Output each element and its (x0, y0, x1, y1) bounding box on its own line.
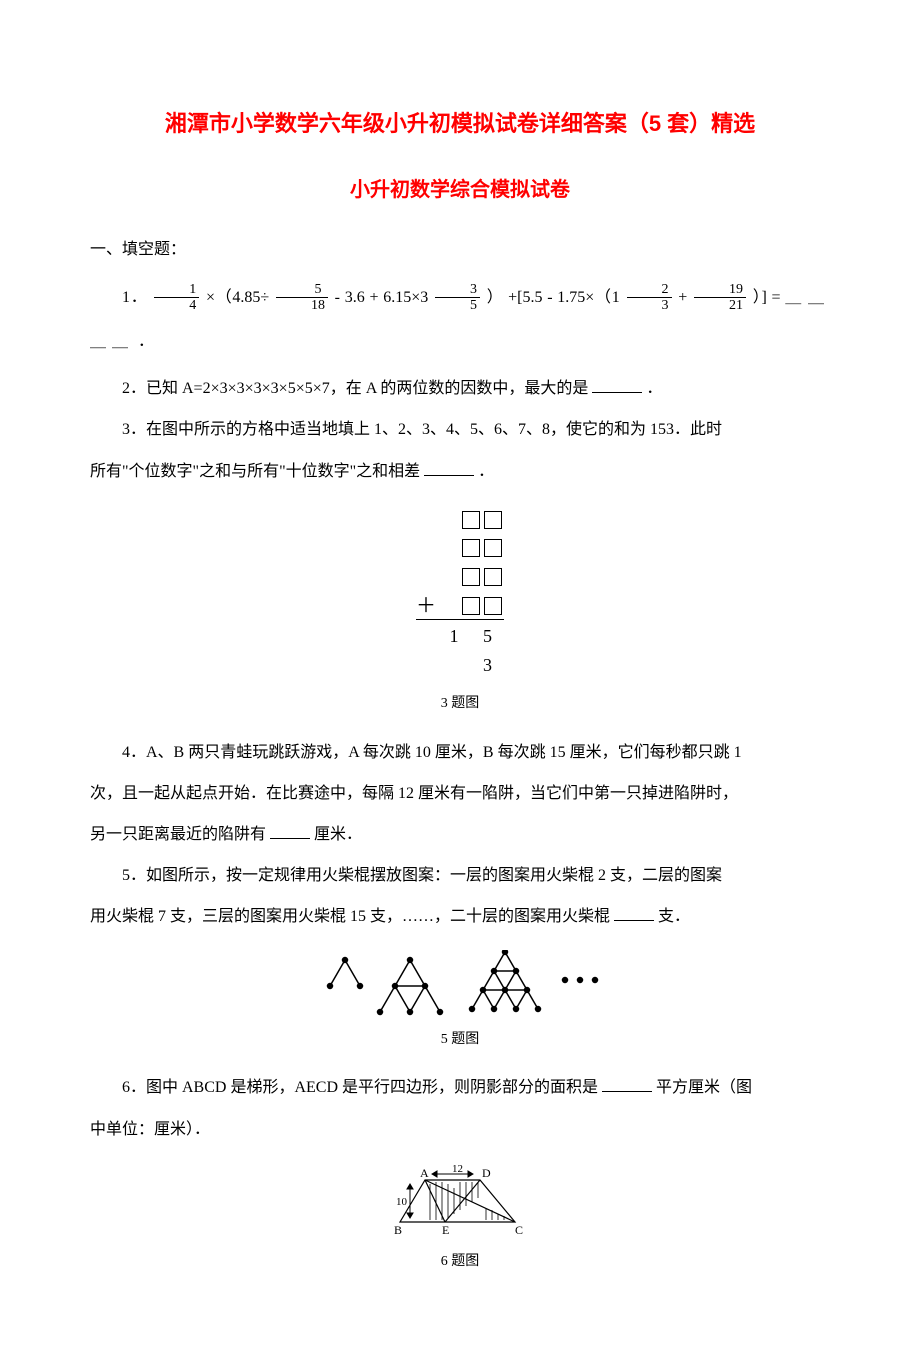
q3-text2: 所有"个位数字"之和与所有"十位数字"之和相差 (90, 463, 420, 480)
q6-text: 6．图中 ABCD 是梯形，AECD 是平行四边形，则阴影部分的面积是 (122, 1079, 598, 1096)
question-5: 5．如图所示，按一定规律用火柴棍摆放图案：一层的图案用火柴棍 2 支，二层的图案 (90, 858, 830, 893)
q5-blank (614, 905, 654, 921)
section-heading: 一、填空题： (90, 232, 830, 267)
svg-text:12: 12 (452, 1163, 463, 1175)
q1-t6: ． (138, 333, 154, 350)
svg-text:E: E (442, 1223, 449, 1237)
q2-blank (592, 377, 642, 393)
q3-text: 3．在图中所示的方格中适当地填上 1、2、3、4、5、6、7、8，使它的和为 1… (122, 421, 722, 438)
svg-text:C: C (515, 1223, 523, 1237)
question-4-cont: 次，且一起从起点开始．在比赛途中，每隔 12 厘米有一陷阱，当它们中第一只掉进陷… (90, 776, 830, 811)
question-2: 2．已知 A=2×3×3×3×3×5×5×7，在 A 的两位数的因数中，最大的是… (90, 371, 830, 406)
q5-text: 5．如图所示，按一定规律用火柴棍摆放图案：一层的图案用火柴棍 2 支，二层的图案 (122, 867, 722, 884)
question-4-cont2: 另一只距离最近的陷阱有 厘米． (90, 817, 830, 852)
sub-title: 小升初数学综合模拟试卷 (90, 168, 830, 212)
q2-suffix: ． (646, 380, 662, 397)
main-title: 湘潭市小学数学六年级小升初模拟试卷详细答案（5 套）精选 (90, 100, 830, 148)
frac-2-3: 23 (627, 282, 672, 314)
svg-text:B: B (394, 1223, 402, 1237)
figure-3-label: 3 题图 (90, 689, 830, 720)
sum-result: 1 5 3 (416, 619, 504, 680)
q6-mid: 平方厘米（图 (656, 1079, 752, 1096)
question-6-cont: 中单位：厘米）． (90, 1112, 830, 1147)
question-3-cont: 所有"个位数字"之和与所有"十位数字"之和相差 ． (90, 454, 830, 489)
q3-blank (424, 460, 474, 476)
figure-6: 12 10 A D B E C 6 题图 (90, 1162, 830, 1278)
question-6: 6．图中 ABCD 是梯形，AECD 是平行四边形，则阴影部分的面积是 平方厘米… (90, 1070, 830, 1105)
addition-diagram: ＋ 1 5 3 (416, 504, 504, 680)
q1-t3: ） +[5.5 - 1.75×（1 (487, 289, 620, 306)
q4-text: 4．A、B 两只青蛙玩跳跃游戏，A 每次跳 10 厘米，B 每次跳 15 厘米，… (122, 744, 742, 761)
question-5-cont: 用火柴棍 7 支，三层的图案用火柴棍 15 支，……，二十层的图案用火柴棍 支． (90, 899, 830, 934)
q5-suffix: 支． (658, 908, 690, 925)
q1-t4: + (678, 289, 687, 306)
q4-text2: 次，且一起从起点开始．在比赛途中，每隔 12 厘米有一陷阱，当它们中第一只掉进陷… (90, 785, 738, 802)
q4-blank (270, 823, 310, 839)
frac-5-18: 518 (276, 282, 328, 314)
svg-text:A: A (420, 1166, 429, 1180)
question-3: 3．在图中所示的方格中适当地填上 1、2、3、4、5、6、7、8，使它的和为 1… (90, 412, 830, 447)
svg-text:10: 10 (396, 1196, 408, 1208)
q1-t1: ×（4.85÷ (206, 289, 269, 306)
figure-5-label: 5 题图 (90, 1025, 830, 1056)
q2-text: 2．已知 A=2×3×3×3×3×5×5×7，在 A 的两位数的因数中，最大的是 (122, 380, 588, 397)
frac-1-4: 14 (154, 282, 199, 314)
q1-prefix: 1． (122, 289, 147, 306)
q4-suffix: 厘米． (314, 826, 362, 843)
q1-t5: ）] = (753, 289, 781, 306)
q4-text3: 另一只距离最近的陷阱有 (90, 826, 266, 843)
q3-suffix: ． (478, 463, 494, 480)
matchstick-diagram (300, 950, 620, 1020)
question-1: 1． 14 ×（4.85÷ 518 - 3.6 + 6.15×3 35 ） +[… (90, 276, 830, 366)
q1-t2: - 3.6 + 6.15×3 (335, 289, 429, 306)
q6-blank (602, 1076, 652, 1092)
question-4: 4．A、B 两只青蛙玩跳跃游戏，A 每次跳 10 厘米，B 每次跳 15 厘米，… (90, 735, 830, 770)
frac-3-5: 35 (435, 282, 480, 314)
q6-text2: 中单位：厘米）． (90, 1121, 210, 1138)
frac-19-21: 1921 (694, 282, 746, 314)
q5-text2: 用火柴棍 7 支，三层的图案用火柴棍 15 支，……，二十层的图案用火柴棍 (90, 908, 610, 925)
figure-6-label: 6 题图 (90, 1247, 830, 1278)
figure-5: 5 题图 (90, 950, 830, 1056)
trapezoid-diagram: 12 10 A D B E C (370, 1162, 550, 1242)
figure-3: ＋ 1 5 3 3 题图 (90, 504, 830, 720)
svg-text:D: D (482, 1166, 491, 1180)
